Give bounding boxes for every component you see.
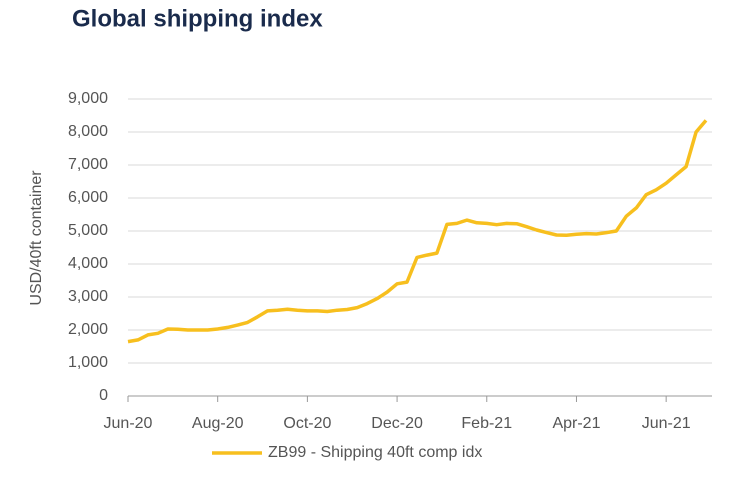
y-tick-label: 9,000 xyxy=(68,90,108,107)
y-tick-label: 1,000 xyxy=(68,354,108,371)
y-tick-label: 7,000 xyxy=(68,156,108,173)
x-tick-label: Dec-20 xyxy=(371,415,423,432)
x-tick-label: Oct-20 xyxy=(283,415,331,432)
y-tick-label: 2,000 xyxy=(68,321,108,338)
y-axis-label: USD/40ft container xyxy=(28,170,45,306)
y-tick-label: 0 xyxy=(99,387,108,404)
y-tick-label: 4,000 xyxy=(68,255,108,272)
x-tick-label: Aug-20 xyxy=(192,415,244,432)
legend-label: ZB99 - Shipping 40ft comp idx xyxy=(268,444,482,461)
x-tick-label: Jun-21 xyxy=(642,415,691,432)
y-tick-label: 5,000 xyxy=(68,222,108,239)
x-tick-label: Jun-20 xyxy=(104,415,153,432)
x-tick-label: Feb-21 xyxy=(461,415,512,432)
y-tick-label: 6,000 xyxy=(68,189,108,206)
y-tick-label: 8,000 xyxy=(68,123,108,140)
x-tick-label: Apr-21 xyxy=(552,415,600,432)
y-tick-label: 3,000 xyxy=(68,288,108,305)
chart-title: Global shipping index xyxy=(72,5,323,32)
data-line xyxy=(127,119,708,344)
